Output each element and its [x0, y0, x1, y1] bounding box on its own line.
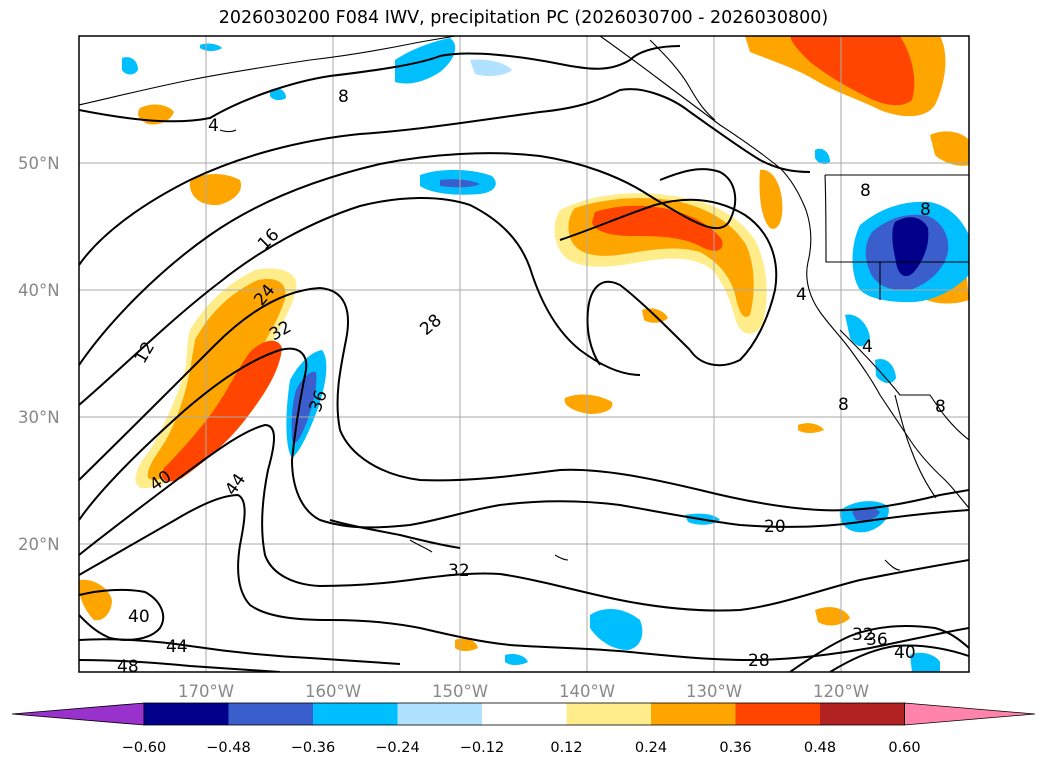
contour-label: 20 — [764, 517, 786, 537]
colorbar-bin — [144, 703, 229, 725]
contour-labels: 4 8 12 16 24 28 32 36 40 44 20 32 40 44 … — [117, 87, 946, 677]
lon-label-120w: 120°W — [813, 682, 869, 701]
lon-label-170w: 170°W — [178, 682, 234, 701]
contour-label: 4 — [208, 116, 219, 136]
map-area: 4 8 12 16 24 28 32 36 40 44 20 32 40 44 … — [79, 36, 969, 677]
lat-label-30n: 30°N — [18, 408, 60, 427]
precip-positive-shading — [79, 36, 969, 651]
colorbar-bin — [482, 703, 567, 725]
colorbar-tick-label: 0.24 — [635, 740, 667, 756]
colorbar-bin — [566, 703, 651, 725]
contour-label: 8 — [935, 397, 946, 417]
lat-label-40n: 40°N — [18, 281, 60, 300]
contour-label: 4 — [796, 285, 807, 305]
colorbar-tick-label: −0.36 — [291, 740, 335, 756]
latitude-labels: 50°N 40°N 30°N 20°N — [18, 154, 60, 554]
contour-label: 44 — [166, 637, 188, 657]
contour-label: 8 — [860, 181, 871, 201]
colorbar-bin — [651, 703, 736, 725]
iwv-contours — [79, 45, 969, 672]
contour-label: 28 — [748, 651, 770, 671]
contour-label: 48 — [117, 657, 139, 677]
colorbar-bin — [313, 703, 398, 725]
contour-label: 40 — [894, 643, 916, 663]
colorbar-bin — [820, 703, 905, 725]
contour-label: 8 — [920, 200, 931, 220]
colorbar-extend-high — [904, 702, 1036, 726]
colorbar-bin — [228, 703, 313, 725]
colorbar-tick-label: 0.12 — [550, 740, 582, 756]
colorbar-extend-low — [11, 702, 145, 726]
map-frame — [78, 35, 970, 673]
lon-label-130w: 130°W — [686, 682, 742, 701]
contour-label: 36 — [866, 630, 888, 650]
contour-label: 8 — [338, 87, 349, 107]
lon-label-140w: 140°W — [559, 682, 615, 701]
colorbar-tick-label: −0.60 — [122, 740, 166, 756]
colorbar-tick-label: −0.24 — [375, 740, 419, 756]
map-title: 2026030200 F084 IWV, precipitation PC (2… — [218, 8, 829, 28]
coastlines — [79, 36, 969, 571]
contour-label: 8 — [838, 395, 849, 415]
lat-label-50n: 50°N — [18, 154, 60, 173]
colorbar-bin — [735, 703, 820, 725]
colorbar: −0.60 −0.48 −0.36 −0.24 −0.12 0.12 0.24 … — [11, 702, 1036, 756]
colorbar-tick-label: 0.36 — [719, 740, 751, 756]
contour-label: 32 — [852, 625, 874, 645]
colorbar-tick-label: −0.48 — [206, 740, 250, 756]
lon-label-160w: 160°W — [305, 682, 361, 701]
contour-label: 4 — [862, 337, 873, 357]
colorbar-tick-label: −0.12 — [460, 740, 504, 756]
lon-label-150w: 150°W — [432, 682, 488, 701]
contour-label: 40 — [128, 607, 150, 627]
lat-label-20n: 20°N — [18, 535, 60, 554]
colorbar-tick-label: 0.48 — [804, 740, 836, 756]
longitude-labels: 170°W 160°W 150°W 140°W 130°W 120°W — [178, 682, 869, 701]
contour-label: 32 — [448, 561, 470, 581]
colorbar-tick-label: 0.60 — [888, 740, 920, 756]
colorbar-bin — [397, 703, 482, 725]
